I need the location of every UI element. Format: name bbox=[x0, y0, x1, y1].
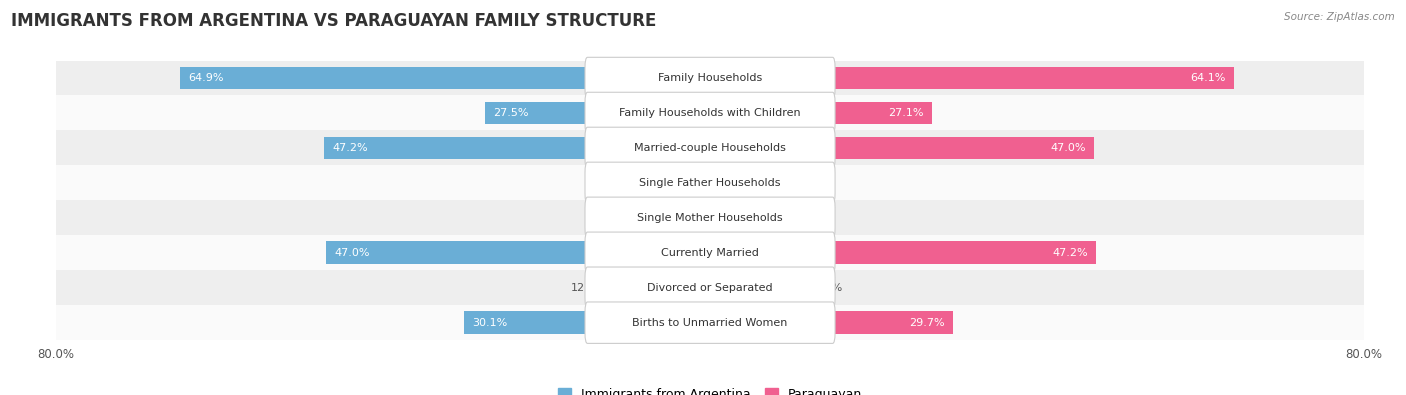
FancyBboxPatch shape bbox=[585, 232, 835, 273]
Bar bbox=[485, 102, 710, 124]
Bar bbox=[710, 137, 1094, 159]
Text: 64.9%: 64.9% bbox=[188, 73, 224, 83]
FancyBboxPatch shape bbox=[585, 197, 835, 239]
Bar bbox=[464, 311, 710, 334]
Text: 47.2%: 47.2% bbox=[1052, 248, 1088, 258]
Bar bbox=[180, 67, 710, 89]
Bar bbox=[710, 102, 932, 124]
Text: 64.1%: 64.1% bbox=[1191, 73, 1226, 83]
Bar bbox=[326, 241, 710, 264]
Bar bbox=[710, 311, 953, 334]
FancyBboxPatch shape bbox=[585, 302, 835, 343]
Bar bbox=[325, 137, 710, 159]
Text: 11.5%: 11.5% bbox=[808, 283, 844, 293]
Text: 27.5%: 27.5% bbox=[494, 108, 529, 118]
Bar bbox=[692, 171, 710, 194]
Text: 30.1%: 30.1% bbox=[472, 318, 508, 328]
Text: Family Households with Children: Family Households with Children bbox=[619, 108, 801, 118]
FancyBboxPatch shape bbox=[585, 57, 835, 99]
Text: IMMIGRANTS FROM ARGENTINA VS PARAGUAYAN FAMILY STRUCTURE: IMMIGRANTS FROM ARGENTINA VS PARAGUAYAN … bbox=[11, 12, 657, 30]
Text: 5.8%: 5.8% bbox=[762, 213, 790, 223]
FancyBboxPatch shape bbox=[585, 92, 835, 134]
Text: Family Households: Family Households bbox=[658, 73, 762, 83]
Bar bbox=[710, 171, 727, 194]
FancyBboxPatch shape bbox=[585, 162, 835, 203]
Text: Births to Unmarried Women: Births to Unmarried Women bbox=[633, 318, 787, 328]
Bar bbox=[56, 60, 1364, 96]
Bar bbox=[710, 207, 758, 229]
Bar bbox=[56, 96, 1364, 130]
Text: Currently Married: Currently Married bbox=[661, 248, 759, 258]
Text: Divorced or Separated: Divorced or Separated bbox=[647, 283, 773, 293]
FancyBboxPatch shape bbox=[585, 267, 835, 308]
Bar bbox=[56, 305, 1364, 340]
Bar bbox=[56, 130, 1364, 166]
Bar bbox=[710, 67, 1234, 89]
Legend: Immigrants from Argentina, Paraguayan: Immigrants from Argentina, Paraguayan bbox=[558, 388, 862, 395]
Bar bbox=[56, 166, 1364, 200]
Text: 29.7%: 29.7% bbox=[908, 318, 945, 328]
Text: Single Father Households: Single Father Households bbox=[640, 178, 780, 188]
Text: 47.0%: 47.0% bbox=[335, 248, 370, 258]
Text: 12.2%: 12.2% bbox=[571, 283, 606, 293]
Text: 2.2%: 2.2% bbox=[659, 178, 688, 188]
Bar bbox=[56, 270, 1364, 305]
Bar bbox=[710, 241, 1095, 264]
Bar bbox=[56, 200, 1364, 235]
Text: 5.9%: 5.9% bbox=[630, 213, 658, 223]
Bar bbox=[662, 207, 710, 229]
Bar bbox=[710, 276, 804, 299]
Text: 47.2%: 47.2% bbox=[332, 143, 368, 153]
Text: Married-couple Households: Married-couple Households bbox=[634, 143, 786, 153]
Text: 2.1%: 2.1% bbox=[731, 178, 759, 188]
Text: Single Mother Households: Single Mother Households bbox=[637, 213, 783, 223]
Text: 47.0%: 47.0% bbox=[1050, 143, 1085, 153]
Bar bbox=[610, 276, 710, 299]
FancyBboxPatch shape bbox=[585, 127, 835, 169]
Text: 27.1%: 27.1% bbox=[887, 108, 924, 118]
Text: Source: ZipAtlas.com: Source: ZipAtlas.com bbox=[1284, 12, 1395, 22]
Bar bbox=[56, 235, 1364, 270]
